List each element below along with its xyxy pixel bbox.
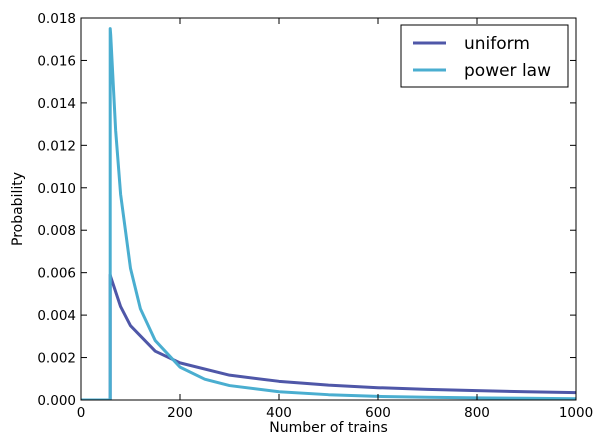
y-tick-label: 0.008 bbox=[37, 223, 76, 239]
y-tick-label: 0.018 bbox=[37, 11, 76, 27]
y-tick-label: 0.004 bbox=[37, 308, 76, 324]
plot-frame bbox=[80, 17, 577, 401]
legend: uniform power law bbox=[400, 24, 569, 88]
y-tick-label: 0.002 bbox=[37, 351, 76, 367]
y-tick-label: 0.014 bbox=[37, 96, 76, 112]
series-line-power-law bbox=[81, 27, 576, 400]
ticks-layer: 0 200 400 600 800 1000 0.000 0.002 0.004 0.006 0.0… bbox=[37, 11, 593, 421]
legend-label: power law bbox=[464, 61, 551, 81]
y-tick-label: 0.000 bbox=[37, 393, 76, 409]
x-tick-label: 600 bbox=[365, 405, 391, 421]
x-tick-label: 200 bbox=[167, 405, 193, 421]
x-axis-label: Number of trains bbox=[269, 420, 388, 436]
x-tick-label: 0 bbox=[77, 405, 86, 421]
x-tick-label: 800 bbox=[464, 405, 490, 421]
y-axis-label: Probability bbox=[10, 172, 26, 246]
y-tick-label: 0.006 bbox=[37, 266, 76, 282]
y-tick-label: 0.016 bbox=[37, 53, 76, 69]
series-layer bbox=[81, 27, 576, 400]
y-tick-label: 0.012 bbox=[37, 138, 76, 154]
x-tick-label: 400 bbox=[266, 405, 292, 421]
legend-box bbox=[400, 24, 569, 88]
x-tick-label: 1000 bbox=[559, 405, 593, 421]
y-tick-label: 0.010 bbox=[37, 181, 76, 197]
legend-label: uniform bbox=[464, 34, 530, 54]
